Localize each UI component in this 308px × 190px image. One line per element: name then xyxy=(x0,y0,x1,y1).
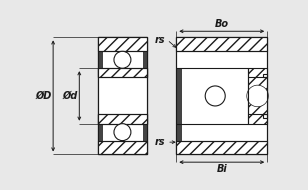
Text: rs: rs xyxy=(155,35,166,45)
Bar xyxy=(262,74,267,78)
Circle shape xyxy=(114,51,131,68)
Text: Ød: Ød xyxy=(63,91,78,101)
Text: rs: rs xyxy=(155,137,166,147)
Bar xyxy=(98,51,102,68)
Bar xyxy=(98,141,147,154)
Bar xyxy=(98,114,147,124)
Bar xyxy=(98,68,147,124)
Bar xyxy=(143,51,147,68)
Bar xyxy=(262,114,267,117)
Bar xyxy=(98,37,147,51)
Bar xyxy=(176,37,267,154)
Circle shape xyxy=(247,85,268,107)
Bar xyxy=(248,68,267,124)
Bar xyxy=(98,68,147,78)
Text: Bi: Bi xyxy=(217,165,227,174)
Bar xyxy=(98,124,102,141)
Bar xyxy=(98,37,147,51)
Bar xyxy=(176,68,181,141)
Text: Bo: Bo xyxy=(215,19,229,29)
Circle shape xyxy=(205,86,225,106)
Bar xyxy=(98,114,147,124)
Circle shape xyxy=(114,124,131,141)
Text: ØD: ØD xyxy=(35,91,52,101)
Bar xyxy=(143,124,147,141)
Bar xyxy=(98,68,147,78)
Bar xyxy=(176,141,267,154)
Bar xyxy=(98,114,147,124)
Bar xyxy=(98,51,147,68)
Bar xyxy=(98,124,147,141)
Bar xyxy=(176,37,267,51)
Bar xyxy=(98,68,147,78)
Bar xyxy=(98,141,147,154)
Bar xyxy=(98,37,147,154)
